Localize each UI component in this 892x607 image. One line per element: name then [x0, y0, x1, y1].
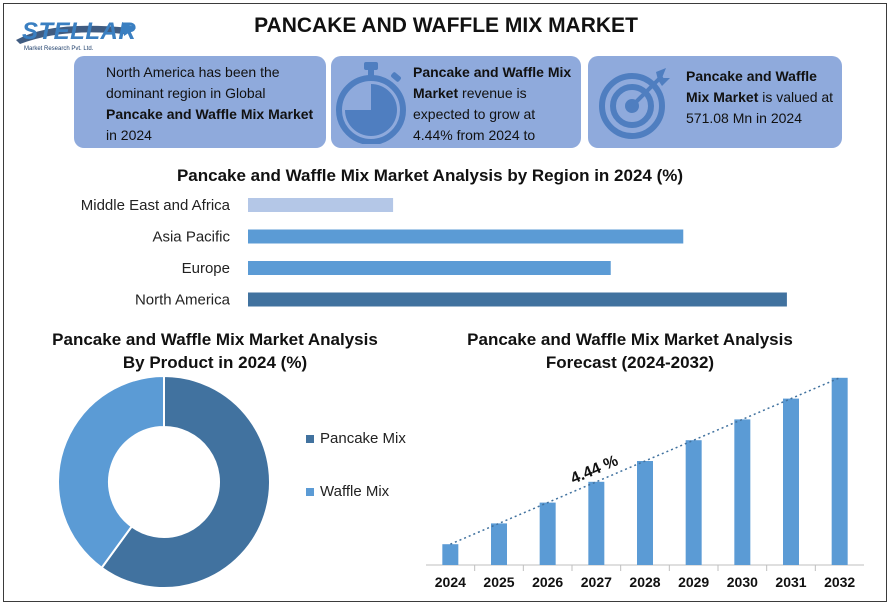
region-label: North America [135, 292, 231, 309]
forecast-bar [734, 419, 751, 565]
forecast-year-label: 2024 [435, 574, 466, 590]
forecast-year-label: 2027 [581, 574, 612, 590]
info-card-growth: Pancake and Waffle Mix Market revenue is… [331, 56, 581, 148]
region-bar [248, 198, 394, 212]
forecast-bar [539, 502, 556, 565]
product-donut-chart [57, 374, 271, 589]
region-chart-title: Pancake and Waffle Mix Market Analysis b… [176, 166, 684, 185]
forecast-bar [783, 398, 799, 565]
info-card-text: North America has been the dominant regi… [106, 64, 280, 101]
region-bar [248, 292, 787, 307]
legend-item-pancake: Pancake Mix [306, 430, 406, 447]
info-card-bold: Pancake and Waffle Mix Market [413, 64, 572, 101]
stopwatch-icon [336, 62, 406, 144]
target-icon [599, 68, 670, 139]
info-card-bold: Pancake and Waffle Mix Market [106, 106, 314, 122]
forecast-bar [831, 377, 848, 565]
info-card-text-end: revenue is expected to grow at 4.44% fro… [413, 85, 536, 143]
forecast-bar [685, 440, 702, 565]
legend-label-waffle: Waffle Mix [320, 483, 390, 500]
info-card-text: Pancake and Waffle Mix Market revenue is… [413, 62, 578, 146]
stellar-logo: STELLAR Market Research Pvt. Ltd. [12, 14, 142, 58]
forecast-year-label: 2028 [629, 574, 660, 590]
forecast-year-label: 2031 [775, 574, 806, 590]
forecast-bar-chart: 2024 2025 2026 2027 2028 2029 2030 2031 20324.44… [426, 377, 864, 590]
chart-frame [3, 3, 887, 602]
region-label: Asia Pacific [152, 229, 230, 246]
info-card-region: North America has been the dominant regi… [74, 56, 326, 148]
region-label: Middle East and Africa [81, 197, 231, 214]
trend-line [450, 377, 840, 545]
donut-slice [100, 374, 271, 589]
legend-label-pancake: Pancake Mix [320, 430, 406, 447]
forecast-year-label: 2029 [678, 574, 709, 590]
logo-subtext: Market Research Pvt. Ltd. [24, 46, 94, 52]
logo-text: STELLAR [22, 18, 137, 45]
legend-swatch-waffle [306, 488, 314, 497]
forecast-bar [442, 544, 459, 565]
forecast-year-label: 2026 [532, 574, 563, 590]
info-card-bold: Pancake and Waffle Mix Market [686, 68, 817, 105]
region-bar [248, 229, 684, 244]
info-card-value: Pancake and Waffle Mix Market is valued … [588, 56, 842, 148]
info-card-text-end: in 2024 [106, 127, 152, 143]
legend-swatch-pancake [306, 435, 314, 444]
forecast-bar [588, 481, 605, 565]
donut-slice [57, 374, 165, 570]
forecast-bar [637, 461, 653, 565]
page-title: PANCAKE AND WAFFLE MIX MARKET [254, 14, 638, 37]
product-chart-title: Pancake and Waffle Mix Market Analysis B… [52, 330, 378, 372]
region-bar [248, 261, 611, 275]
legend-item-waffle: Waffle Mix [306, 483, 389, 500]
forecast-year-label: 2025 [483, 574, 514, 590]
forecast-year-label: 2030 [727, 574, 758, 590]
forecast-year-label: 2032 [824, 574, 855, 590]
forecast-bar [491, 523, 507, 565]
region-label: Europe [182, 260, 230, 277]
info-card-text-end: is valued at 571.08 Mn in 2024 [686, 89, 834, 126]
logo-swoosh-icon [16, 22, 136, 44]
region-bar-chart: Middle East and Africa Asia Pacific Europe… [81, 197, 787, 309]
info-card-text: Pancake and Waffle Mix Market is valued … [686, 66, 838, 129]
forecast-chart-title: Pancake and Waffle Mix Market Analysis F… [467, 330, 793, 372]
